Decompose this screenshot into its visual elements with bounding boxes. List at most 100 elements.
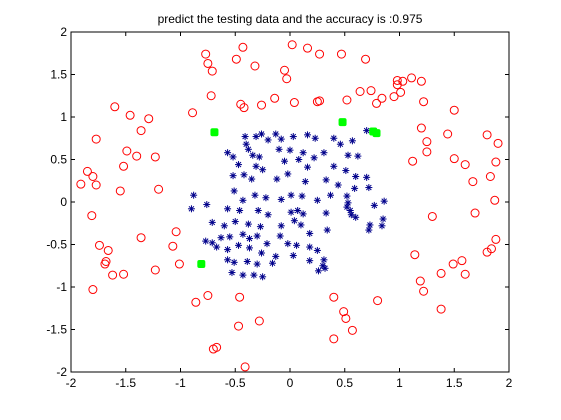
asterisk-point [365, 226, 373, 234]
asterisk-point [255, 153, 263, 161]
asterisk-point [229, 153, 237, 161]
asterisk-point [263, 240, 271, 248]
asterisk-point [352, 173, 360, 180]
asterisk-point [217, 234, 225, 242]
asterisk-point [313, 246, 321, 254]
asterisk-point [306, 243, 314, 251]
circle-point [144, 114, 154, 124]
asterisk-point [235, 161, 243, 169]
circle-point [239, 103, 249, 113]
circle-point [396, 87, 406, 97]
asterisk-point [256, 223, 264, 231]
circle-point [254, 316, 264, 326]
asterisk-point [253, 260, 261, 268]
axes-box [70, 31, 510, 373]
asterisk-point [242, 140, 250, 148]
asterisk-point [231, 218, 239, 226]
asterisk-point [346, 207, 354, 214]
asterisk-point [248, 175, 256, 183]
circle-point [122, 146, 132, 156]
asterisk-point [304, 163, 312, 171]
asterisk-point [252, 133, 260, 141]
circle-point [206, 91, 216, 101]
asterisk-point [365, 184, 373, 192]
asterisk-point [299, 210, 307, 218]
asterisk-point [334, 181, 342, 189]
x-tick-label: -0.5 [225, 376, 246, 390]
circle-point [250, 61, 260, 71]
asterisk-point [243, 258, 251, 265]
circle-point [427, 211, 437, 221]
y-axis: -2 -1.5 -1 -0.5 0 0.5 1 1.5 2 [46, 25, 509, 379]
asterisk-point [295, 156, 303, 163]
circle-point [468, 177, 478, 187]
circle-point [236, 99, 246, 109]
asterisk-point [239, 230, 247, 238]
asterisk-point [354, 152, 362, 160]
circle-point [287, 40, 297, 50]
asterisk-point [264, 136, 272, 144]
asterisk-point [187, 205, 195, 213]
asterisk-point [239, 196, 247, 204]
misclassified-point [210, 128, 219, 137]
asterisk-point [320, 256, 328, 264]
asterisk-point [258, 249, 266, 257]
asterisk-point [343, 192, 351, 200]
circle-point [168, 241, 178, 251]
x-tick-label: 0 [287, 376, 294, 390]
asterisk-point [287, 191, 295, 199]
asterisk-point [290, 217, 298, 225]
circle-point [448, 259, 458, 269]
circle-point [341, 313, 351, 323]
asterisk-point [311, 134, 319, 142]
circle-point [87, 211, 97, 221]
circle-point [419, 97, 429, 107]
circle-point [201, 49, 211, 59]
circle-point [150, 265, 160, 275]
circle-point [91, 134, 101, 144]
asterisk-point [258, 130, 266, 138]
circle-point [436, 268, 446, 278]
circle-point [94, 240, 104, 250]
circle-point [416, 76, 426, 86]
circle-point [377, 93, 387, 103]
asterisk-point [245, 235, 253, 243]
circle-point [203, 58, 213, 68]
asterisk-point [244, 220, 252, 228]
asterisk-point [228, 269, 236, 277]
asterisk-point [297, 221, 305, 229]
y-tick-label: 0.5 [50, 153, 67, 167]
circle-point [88, 172, 98, 181]
x-tick-label: 0.5 [336, 376, 353, 390]
asterisk-point [251, 191, 259, 199]
circle-point [408, 156, 418, 166]
asterisk-point [272, 130, 280, 138]
asterisk-point [321, 264, 329, 272]
circle-point [329, 292, 339, 302]
x-tick-label: -2 [66, 376, 77, 390]
asterisk-point [299, 149, 307, 157]
circle-point [235, 292, 245, 302]
y-tick-label: 1.5 [50, 68, 67, 82]
asterisk-point [298, 192, 306, 200]
circle-point [289, 98, 299, 108]
circle-point [108, 270, 118, 280]
asterisk-point [224, 205, 232, 213]
circle-point [191, 297, 201, 307]
asterisk-point [213, 243, 221, 251]
asterisk-point [273, 175, 281, 183]
misclassified-point [372, 129, 381, 138]
circle-point [171, 227, 181, 237]
asterisk-point [236, 207, 244, 214]
circle-point [493, 138, 503, 148]
asterisk-point [284, 170, 292, 178]
circle-point [154, 184, 164, 194]
y-tick-label: -1 [56, 280, 67, 294]
circle-point [303, 43, 313, 53]
asterisk-point [313, 196, 321, 204]
circle-point [257, 100, 267, 110]
asterisk-point [380, 197, 388, 205]
y-tick-label: 0 [60, 195, 67, 209]
circle-point [231, 54, 241, 64]
